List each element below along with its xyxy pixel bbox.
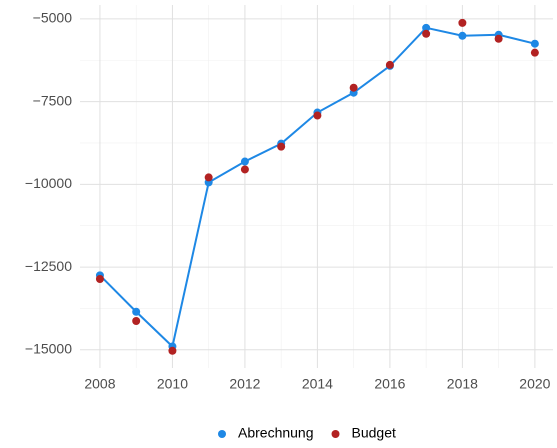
legend-label: Budget bbox=[352, 425, 396, 441]
point bbox=[494, 34, 503, 43]
y-tick-label: −10000 bbox=[25, 175, 72, 191]
point bbox=[132, 317, 141, 326]
point bbox=[458, 18, 467, 27]
legend-label: Abrechnung bbox=[238, 425, 314, 441]
point bbox=[530, 39, 539, 48]
point bbox=[277, 142, 286, 151]
x-tick-label: 2020 bbox=[519, 376, 550, 392]
point bbox=[204, 173, 213, 182]
point bbox=[385, 60, 394, 69]
point bbox=[458, 31, 467, 40]
point bbox=[313, 111, 322, 120]
point bbox=[95, 274, 104, 283]
y-tick-label: −15000 bbox=[25, 341, 72, 357]
x-tick-label: 2012 bbox=[229, 376, 260, 392]
x-tick-label: 2010 bbox=[157, 376, 188, 392]
y-tick-label: −5000 bbox=[33, 10, 73, 26]
point bbox=[240, 165, 249, 174]
point bbox=[422, 23, 431, 32]
point bbox=[168, 346, 177, 355]
legend-swatch bbox=[331, 430, 340, 438]
point bbox=[132, 307, 141, 316]
legend-swatch bbox=[218, 430, 226, 438]
x-tick-label: 2008 bbox=[84, 376, 115, 392]
x-tick-label: 2018 bbox=[447, 376, 478, 392]
y-tick-label: −7500 bbox=[33, 92, 73, 108]
point bbox=[349, 83, 358, 92]
y-tick-label: −12500 bbox=[25, 258, 72, 274]
x-tick-label: 2016 bbox=[374, 376, 405, 392]
point bbox=[530, 48, 539, 57]
point bbox=[422, 29, 431, 38]
x-tick-label: 2014 bbox=[302, 376, 333, 392]
point bbox=[240, 157, 249, 166]
